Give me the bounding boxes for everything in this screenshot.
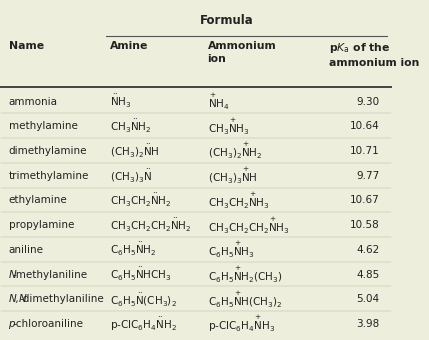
Text: -dimethylaniline: -dimethylaniline [20,294,104,304]
Text: 10.71: 10.71 [350,146,379,156]
Text: 9.77: 9.77 [356,171,379,181]
Text: $\ddot{\mathrm{N}}\mathrm{H_3}$: $\ddot{\mathrm{N}}\mathrm{H_3}$ [110,93,132,110]
Text: $\mathrm{(CH_3)_2}\overset{+}{\mathrm{N}}\mathrm{H_2}$: $\mathrm{(CH_3)_2}\overset{+}{\mathrm{N}… [208,141,262,161]
Text: $\mathrm{CH_3CH_2}\ddot{\mathrm{N}}\mathrm{H_2}$: $\mathrm{CH_3CH_2}\ddot{\mathrm{N}}\math… [110,192,172,209]
Text: 9.30: 9.30 [356,97,379,106]
Text: Amine: Amine [110,41,148,51]
Text: $\mathrm{C_6H_5}\ddot{\mathrm{N}}\mathrm{H_2}$: $\mathrm{C_6H_5}\ddot{\mathrm{N}}\mathrm… [110,241,157,258]
Text: $\mathrm{CH_3}\ddot{\mathrm{N}}\mathrm{H_2}$: $\mathrm{CH_3}\ddot{\mathrm{N}}\mathrm{H… [110,118,151,135]
Text: 10.58: 10.58 [350,220,379,230]
Text: -chloroaniline: -chloroaniline [12,319,83,329]
Text: $\mathrm{C_6H_5}\overset{+}{\mathrm{N}}\mathrm{H_2(CH_3)}$: $\mathrm{C_6H_5}\overset{+}{\mathrm{N}}\… [208,265,283,285]
Text: $\mathrm{CH_3CH_2}\overset{+}{\mathrm{N}}\mathrm{H_3}$: $\mathrm{CH_3CH_2}\overset{+}{\mathrm{N}… [208,190,269,211]
Text: p: p [9,319,15,329]
Text: $\mathrm{C_6H_5}\ddot{\mathrm{N}}\mathrm{HCH_3}$: $\mathrm{C_6H_5}\ddot{\mathrm{N}}\mathrm… [110,266,172,283]
Text: propylamine: propylamine [9,220,74,230]
Text: $\mathrm{p\text{-}ClC_6H_4}\ddot{\mathrm{N}}\mathrm{H_2}$: $\mathrm{p\text{-}ClC_6H_4}\ddot{\mathrm… [110,316,177,333]
Text: trimethylamine: trimethylamine [9,171,89,181]
Text: N: N [9,270,16,279]
Text: $\mathrm{CH_3CH_2CH_2}\overset{+}{\mathrm{N}}\mathrm{H_3}$: $\mathrm{CH_3CH_2CH_2}\overset{+}{\mathr… [208,215,290,236]
Text: 5.04: 5.04 [356,294,379,304]
Text: 4.62: 4.62 [356,245,379,255]
Text: Ammonium
ion: Ammonium ion [208,41,276,64]
Text: aniline: aniline [9,245,43,255]
Text: ethylamine: ethylamine [9,195,67,205]
Text: 10.64: 10.64 [350,121,379,131]
Text: $\mathrm{(CH_3)_3}\overset{+}{\mathrm{N}}\mathrm{H}$: $\mathrm{(CH_3)_3}\overset{+}{\mathrm{N}… [208,166,257,186]
Text: dimethylamine: dimethylamine [9,146,87,156]
Text: $\mathrm{CH_3CH_2CH_2}\ddot{\mathrm{N}}\mathrm{H_2}$: $\mathrm{CH_3CH_2CH_2}\ddot{\mathrm{N}}\… [110,217,192,234]
Text: methylamine: methylamine [9,121,77,131]
Text: ammonia: ammonia [9,97,57,106]
Text: $\mathrm{p\text{-}ClC_6H_4}\overset{+}{\mathrm{N}}\mathrm{H_3}$: $\mathrm{p\text{-}ClC_6H_4}\overset{+}{\… [208,313,275,335]
Text: Formula: Formula [200,14,254,27]
Text: $\mathrm{(CH_3)_3}\ddot{\mathrm{N}}$: $\mathrm{(CH_3)_3}\ddot{\mathrm{N}}$ [110,167,152,184]
Text: $\mathrm{C_6H_5}\ddot{\mathrm{N}}\mathrm{(CH_3)_2}$: $\mathrm{C_6H_5}\ddot{\mathrm{N}}\mathrm… [110,291,177,308]
Text: N,N: N,N [9,294,27,304]
Text: $\mathrm{CH_3}\overset{+}{\mathrm{N}}\mathrm{H_3}$: $\mathrm{CH_3}\overset{+}{\mathrm{N}}\ma… [208,116,249,137]
Text: -methylaniline: -methylaniline [12,270,88,279]
Text: 3.98: 3.98 [356,319,379,329]
Text: Name: Name [9,41,44,51]
Text: $\mathrm{C_6H_5}\overset{+}{\mathrm{N}}\mathrm{H(CH_3)_2}$: $\mathrm{C_6H_5}\overset{+}{\mathrm{N}}\… [208,289,282,309]
Text: 4.85: 4.85 [356,270,379,279]
Text: $\mathrm{C_6H_5}\overset{+}{\mathrm{N}}\mathrm{H_3}$: $\mathrm{C_6H_5}\overset{+}{\mathrm{N}}\… [208,240,254,260]
Text: $\overset{+}{\mathrm{N}}\mathrm{H_4}$: $\overset{+}{\mathrm{N}}\mathrm{H_4}$ [208,91,230,112]
Text: p$\mathit{K}_\mathrm{a}$ of the
ammonium ion: p$\mathit{K}_\mathrm{a}$ of the ammonium… [329,41,419,68]
Text: $\mathrm{(CH_3)_2}\ddot{\mathrm{N}}\mathrm{H}$: $\mathrm{(CH_3)_2}\ddot{\mathrm{N}}\math… [110,142,160,159]
Text: 10.67: 10.67 [350,195,379,205]
